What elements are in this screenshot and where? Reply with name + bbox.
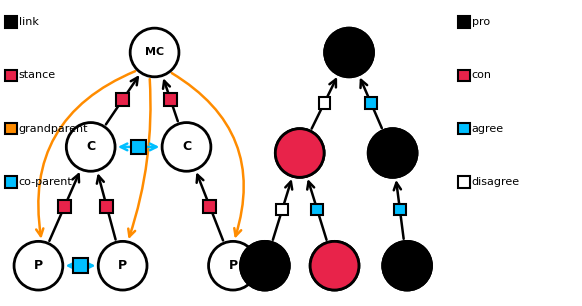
Ellipse shape xyxy=(275,129,324,177)
Ellipse shape xyxy=(310,241,359,290)
Ellipse shape xyxy=(66,123,115,171)
Ellipse shape xyxy=(240,241,289,290)
Bar xyxy=(73,259,88,273)
Ellipse shape xyxy=(325,28,374,77)
Ellipse shape xyxy=(275,129,324,177)
Text: pro: pro xyxy=(471,17,489,27)
Bar xyxy=(132,140,146,154)
Bar xyxy=(458,69,470,81)
Text: C: C xyxy=(86,140,95,153)
Bar xyxy=(58,200,71,213)
Ellipse shape xyxy=(325,28,374,77)
Ellipse shape xyxy=(240,241,289,290)
Ellipse shape xyxy=(162,123,211,171)
Ellipse shape xyxy=(368,129,417,177)
Text: co-parent: co-parent xyxy=(19,177,72,187)
Ellipse shape xyxy=(383,241,431,290)
Text: stance: stance xyxy=(19,70,56,80)
Bar xyxy=(394,203,406,215)
Bar xyxy=(365,97,377,109)
Text: disagree: disagree xyxy=(471,177,520,187)
Bar xyxy=(5,123,17,134)
Bar xyxy=(164,93,177,106)
Ellipse shape xyxy=(383,241,431,290)
Ellipse shape xyxy=(98,241,147,290)
Bar xyxy=(5,16,17,28)
Text: link: link xyxy=(19,17,38,27)
Bar xyxy=(116,93,129,106)
Text: P: P xyxy=(118,259,127,272)
Text: con: con xyxy=(471,70,492,80)
Bar xyxy=(458,123,470,134)
Bar xyxy=(458,16,470,28)
Bar xyxy=(311,203,323,215)
Ellipse shape xyxy=(14,241,63,290)
Bar xyxy=(5,176,17,188)
Ellipse shape xyxy=(368,129,417,177)
Bar xyxy=(276,203,288,215)
Bar xyxy=(318,97,330,109)
Bar xyxy=(100,200,113,213)
Bar xyxy=(5,69,17,81)
Ellipse shape xyxy=(130,28,179,77)
Text: MC: MC xyxy=(145,47,164,58)
Text: agree: agree xyxy=(471,124,503,134)
Ellipse shape xyxy=(208,241,257,290)
Bar xyxy=(458,176,470,188)
Text: P: P xyxy=(228,259,237,272)
Ellipse shape xyxy=(310,241,359,290)
Text: C: C xyxy=(182,140,191,153)
Text: P: P xyxy=(34,259,43,272)
Bar xyxy=(203,200,216,213)
Text: grandparent: grandparent xyxy=(19,124,88,134)
